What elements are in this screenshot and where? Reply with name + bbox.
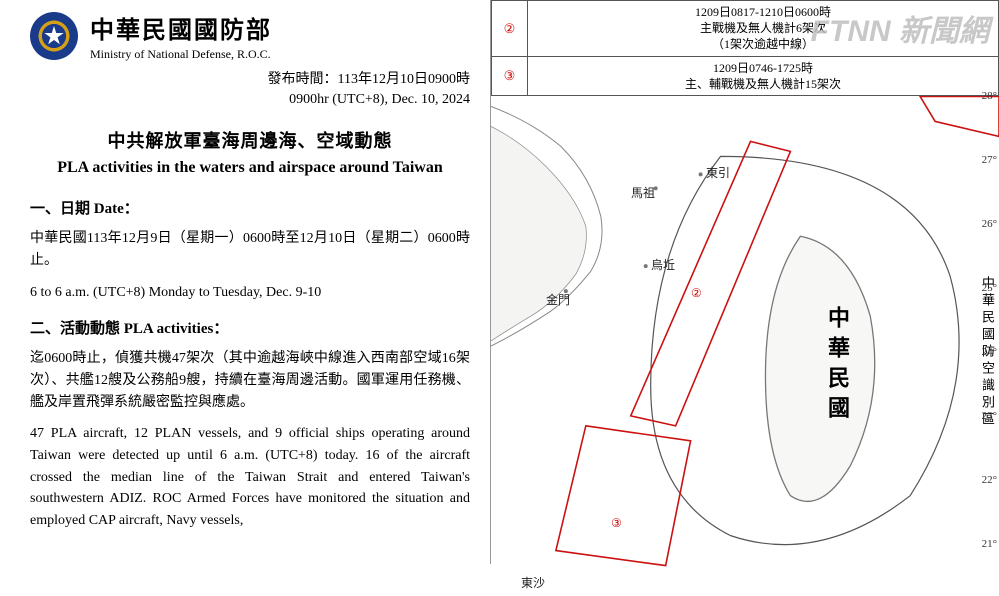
zone-number: ② (492, 1, 528, 57)
wuqiu-dot (644, 264, 648, 268)
lat-tick: 25° (982, 282, 997, 294)
section2-body-zh: 迄0600時止，偵獲共機47架次（其中逾越海峽中線進入西南部空域16架次）、共艦… (30, 348, 470, 413)
ministry-title-en: Ministry of National Defense, R.O.C. (90, 47, 272, 62)
red-zone-3 (556, 426, 691, 566)
zone-desc: 1209日0746-1725時 主、輔戰機及無人機計15架次 (528, 56, 999, 95)
doc-title-zh: 中共解放軍臺海周邊海、空域動態 (30, 127, 470, 153)
doc-title-en: PLA activities in the waters and airspac… (30, 159, 470, 177)
watermark: FTNN 新聞網 (811, 6, 989, 50)
taiwan-label: 中華民國 (821, 306, 853, 426)
section1-body-zh: 中華民國113年12月9日（星期一）0600時至12月10日（星期二）0600時… (30, 228, 470, 271)
lat-tick: 27° (982, 154, 997, 166)
place-dongyin: 東引 (706, 164, 730, 181)
mnd-emblem-icon (30, 12, 78, 60)
section1-body-en: 6 to 6 a.m. (UTC+8) Monday to Tuesday, D… (30, 282, 470, 304)
section2-body-en: 47 PLA aircraft, 12 PLAN vessels, and 9 … (30, 423, 470, 531)
place-mazu: 馬祖 (631, 184, 655, 201)
red-zone-ne (920, 96, 999, 136)
zone2-marker: ② (691, 286, 702, 301)
release-line1: 發布時間：113年12月10日0900時 (30, 70, 470, 90)
table-row: ③ 1209日0746-1725時 主、輔戰機及無人機計15架次 (492, 56, 999, 95)
ministry-header: 中華民國國防部 Ministry of National Defense, R.… (30, 10, 470, 62)
section1-heading: 一、日期 Date： (30, 197, 470, 218)
lat-tick: 28° (982, 90, 997, 102)
ministry-title-zh: 中華民國國防部 (90, 10, 272, 45)
place-wuqiu: 烏坵 (651, 256, 675, 273)
lat-tick: 26° (982, 218, 997, 230)
place-kinmen: 金門 (546, 291, 570, 308)
release-time: 發布時間：113年12月10日0900時 0900hr (UTC+8), Dec… (30, 70, 470, 109)
lat-tick: 24° (982, 346, 997, 358)
lat-tick: 23° (982, 410, 997, 422)
lat-tick: 21° (982, 538, 997, 550)
release-line2: 0900hr (UTC+8), Dec. 10, 2024 (30, 90, 470, 110)
zone-number: ③ (492, 56, 528, 95)
zone3-marker: ③ (611, 516, 622, 531)
ministry-title-block: 中華民國國防部 Ministry of National Defense, R.… (90, 10, 272, 62)
place-dongsha: 東沙 (521, 574, 545, 591)
map-area: 中華民國 中華民國防空識別區 東引 馬祖 烏坵 金門 東沙 ② ③ 28° 27… (491, 96, 999, 596)
lat-tick: 22° (982, 474, 997, 486)
map-svg (491, 96, 999, 596)
dongyin-dot (699, 172, 703, 176)
watermark-text: FTNN 新聞網 (811, 6, 989, 50)
section2-heading: 二、活動動態 PLA activities： (30, 317, 470, 338)
